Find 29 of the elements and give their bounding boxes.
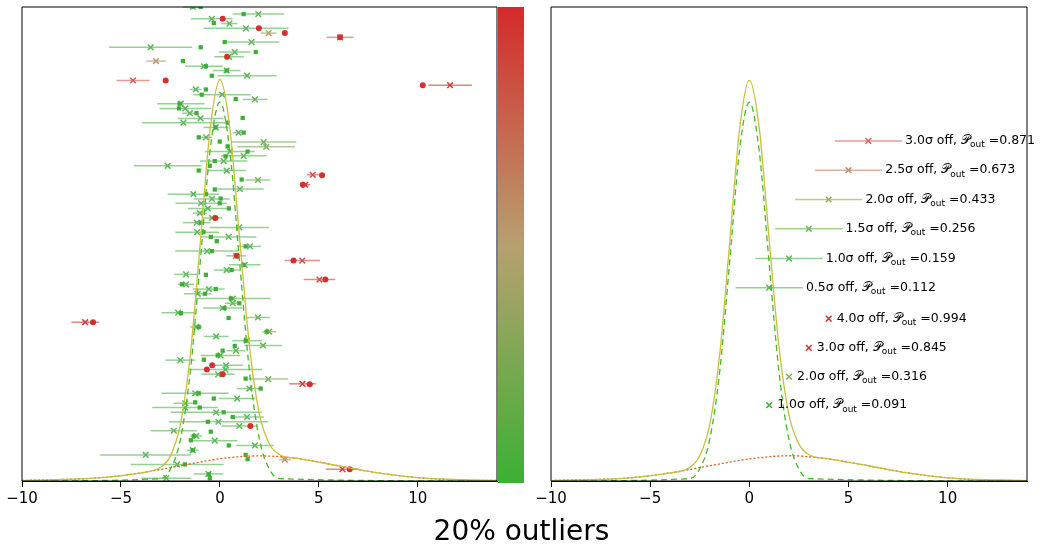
x-tick-label: −10	[6, 488, 38, 507]
point	[219, 15, 226, 22]
x-tick-label: 5	[843, 488, 854, 507]
point	[203, 366, 210, 373]
point	[90, 319, 97, 326]
point	[162, 77, 169, 84]
point	[419, 82, 426, 89]
text: 20% outliers	[433, 514, 610, 547]
point	[212, 214, 219, 221]
point	[319, 172, 326, 179]
point	[247, 423, 254, 430]
point	[322, 276, 329, 283]
x-tick-label: 10	[408, 488, 428, 507]
point	[805, 344, 813, 352]
point	[765, 401, 773, 409]
point	[290, 257, 297, 264]
x-tick-label: −5	[639, 488, 662, 507]
point	[255, 25, 262, 32]
point	[306, 381, 313, 388]
x-tick-label: −5	[109, 488, 133, 507]
point	[219, 371, 226, 378]
point	[209, 362, 216, 369]
x-tick-label: 0	[744, 488, 755, 507]
x-tick-label: 10	[938, 488, 958, 507]
x-tick-label: −10	[535, 488, 567, 507]
x-tick-label: 5	[314, 488, 324, 507]
point	[785, 254, 793, 263]
x-tick-label: 0	[215, 488, 225, 507]
point	[281, 30, 288, 37]
